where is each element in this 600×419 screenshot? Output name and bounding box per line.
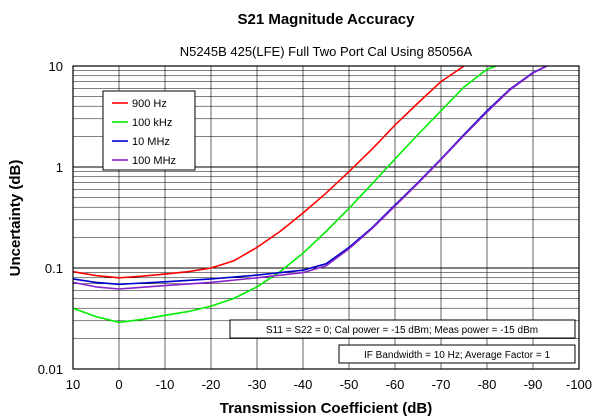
x-tick-label: -30 [248, 377, 267, 392]
x-tick-label: -70 [432, 377, 451, 392]
x-tick-label: -50 [340, 377, 359, 392]
x-tick-label: -60 [386, 377, 405, 392]
legend-label-10mhz: 10 MHz [132, 136, 170, 148]
annotation-cal-conditions-text: S11 = S22 = 0; Cal power = -15 dBm; Meas… [266, 325, 538, 336]
annotation-if-bandwidth: IF Bandwidth = 10 Hz; Average Factor = 1 [338, 344, 576, 364]
series-line-10-mhz [72, 65, 548, 286]
x-tick-label: -40 [294, 377, 313, 392]
y-tick-label: 10 [49, 59, 63, 74]
x-tick-label: -100 [566, 377, 592, 392]
y-tick-label: 1 [56, 160, 63, 175]
x-tick-label: 10 [66, 377, 80, 392]
annotation-if-bandwidth-text: IF Bandwidth = 10 Hz; Average Factor = 1 [364, 350, 550, 361]
x-tick-label: -80 [478, 377, 497, 392]
legend-label-100mhz: 100 MHz [132, 155, 176, 167]
annotation-cal-conditions-box [229, 319, 576, 339]
x-axis-label: Transmission Coefficient (dB) [220, 400, 433, 417]
y-tick-label: 0.01 [38, 362, 63, 377]
series-layer [72, 65, 548, 324]
chart-subtitle: N5245B 425(LFE) Full Two Port Cal Using … [180, 44, 473, 59]
series-line-900-hz [72, 65, 465, 279]
x-tick-label: -20 [202, 377, 221, 392]
chart-title: S21 Magnitude Accuracy [237, 11, 415, 28]
x-tick-label: -90 [524, 377, 543, 392]
series-line-100-mhz [72, 65, 548, 290]
legend-label-100khz: 100 kHz [132, 117, 172, 129]
legend-label-900hz: 900 Hz [132, 98, 167, 110]
annotation-if-bandwidth-box [338, 344, 576, 364]
y-tick-label: 0.1 [45, 261, 63, 276]
legend: 900 Hz 100 kHz 10 MHz 100 MHz [102, 90, 196, 171]
legend-box [102, 90, 196, 171]
plot-frame [72, 65, 580, 370]
series-line-100-khz [72, 65, 497, 324]
annotation-cal-conditions: S11 = S22 = 0; Cal power = -15 dBm; Meas… [229, 319, 576, 339]
y-axis-label: Uncertainty (dB) [7, 160, 24, 277]
x-tick-label: -10 [156, 377, 175, 392]
x-tick-label: 0 [115, 377, 122, 392]
y-tick-labels: 0.01 0.1 1 10 [38, 59, 63, 377]
x-tick-labels: 10 0 -10 -20 -30 -40 -50 -60 -70 -80 -90 -100 [66, 377, 592, 392]
